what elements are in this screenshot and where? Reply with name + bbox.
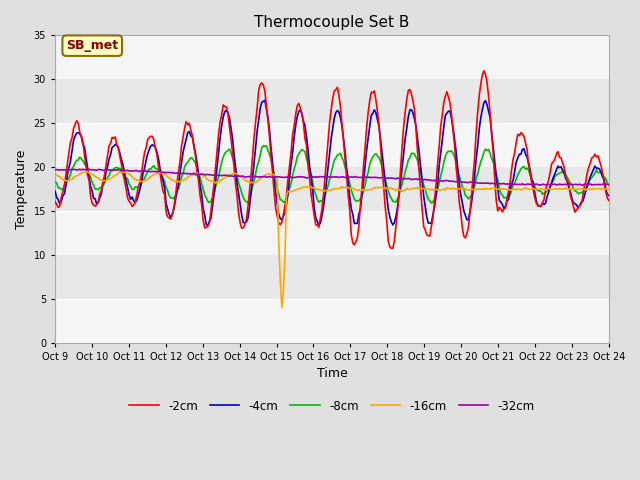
-8cm	[235, 180, 243, 186]
-8cm	[605, 182, 612, 188]
-32cm	[218, 173, 225, 179]
Line: -4cm: -4cm	[55, 100, 609, 226]
-2cm	[605, 198, 612, 204]
-32cm	[51, 167, 59, 173]
-32cm	[236, 174, 244, 180]
-16cm	[236, 173, 244, 179]
-4cm	[261, 97, 269, 103]
-8cm	[216, 166, 224, 172]
-32cm	[85, 166, 93, 172]
Line: -2cm: -2cm	[55, 71, 609, 248]
Bar	[55, 255, 609, 299]
Line: -32cm: -32cm	[55, 169, 609, 185]
-16cm	[246, 180, 253, 185]
-2cm	[51, 199, 59, 204]
Bar	[55, 79, 609, 123]
-4cm	[577, 200, 585, 205]
Y-axis label: Temperature: Temperature	[15, 149, 28, 229]
Bar	[55, 123, 609, 167]
-16cm	[218, 178, 225, 183]
-8cm	[119, 169, 127, 175]
-2cm	[244, 205, 252, 211]
-32cm	[579, 182, 586, 188]
-16cm	[121, 169, 129, 175]
-2cm	[387, 245, 395, 251]
X-axis label: Time: Time	[317, 367, 348, 380]
-4cm	[218, 123, 225, 129]
-2cm	[577, 201, 585, 207]
-2cm	[480, 68, 488, 74]
-16cm	[84, 168, 92, 174]
Text: SB_met: SB_met	[66, 39, 118, 52]
-4cm	[246, 204, 253, 210]
Bar	[55, 167, 609, 211]
-16cm	[577, 186, 585, 192]
-2cm	[119, 171, 127, 177]
-4cm	[236, 201, 244, 207]
-8cm	[51, 179, 59, 185]
-16cm	[278, 305, 285, 311]
-32cm	[295, 174, 303, 180]
-4cm	[204, 223, 212, 228]
Line: -8cm: -8cm	[55, 145, 609, 203]
-32cm	[246, 174, 253, 180]
-32cm	[575, 181, 583, 187]
-2cm	[216, 119, 224, 125]
-32cm	[121, 168, 129, 173]
Bar	[55, 211, 609, 255]
-16cm	[296, 185, 304, 191]
-8cm	[259, 143, 267, 148]
-4cm	[296, 107, 304, 113]
-32cm	[605, 182, 612, 188]
-8cm	[428, 200, 435, 206]
-2cm	[235, 211, 243, 216]
Line: -16cm: -16cm	[55, 171, 609, 308]
-4cm	[605, 192, 612, 198]
-16cm	[605, 186, 612, 192]
Title: Thermocouple Set B: Thermocouple Set B	[254, 15, 410, 30]
-8cm	[295, 151, 303, 156]
-8cm	[577, 190, 585, 195]
-2cm	[293, 103, 301, 108]
Bar	[55, 299, 609, 343]
-16cm	[51, 171, 59, 177]
Bar	[55, 36, 609, 79]
-8cm	[244, 199, 252, 205]
-4cm	[119, 162, 127, 168]
Legend: -2cm, -4cm, -8cm, -16cm, -32cm: -2cm, -4cm, -8cm, -16cm, -32cm	[124, 395, 540, 417]
-4cm	[51, 189, 59, 194]
